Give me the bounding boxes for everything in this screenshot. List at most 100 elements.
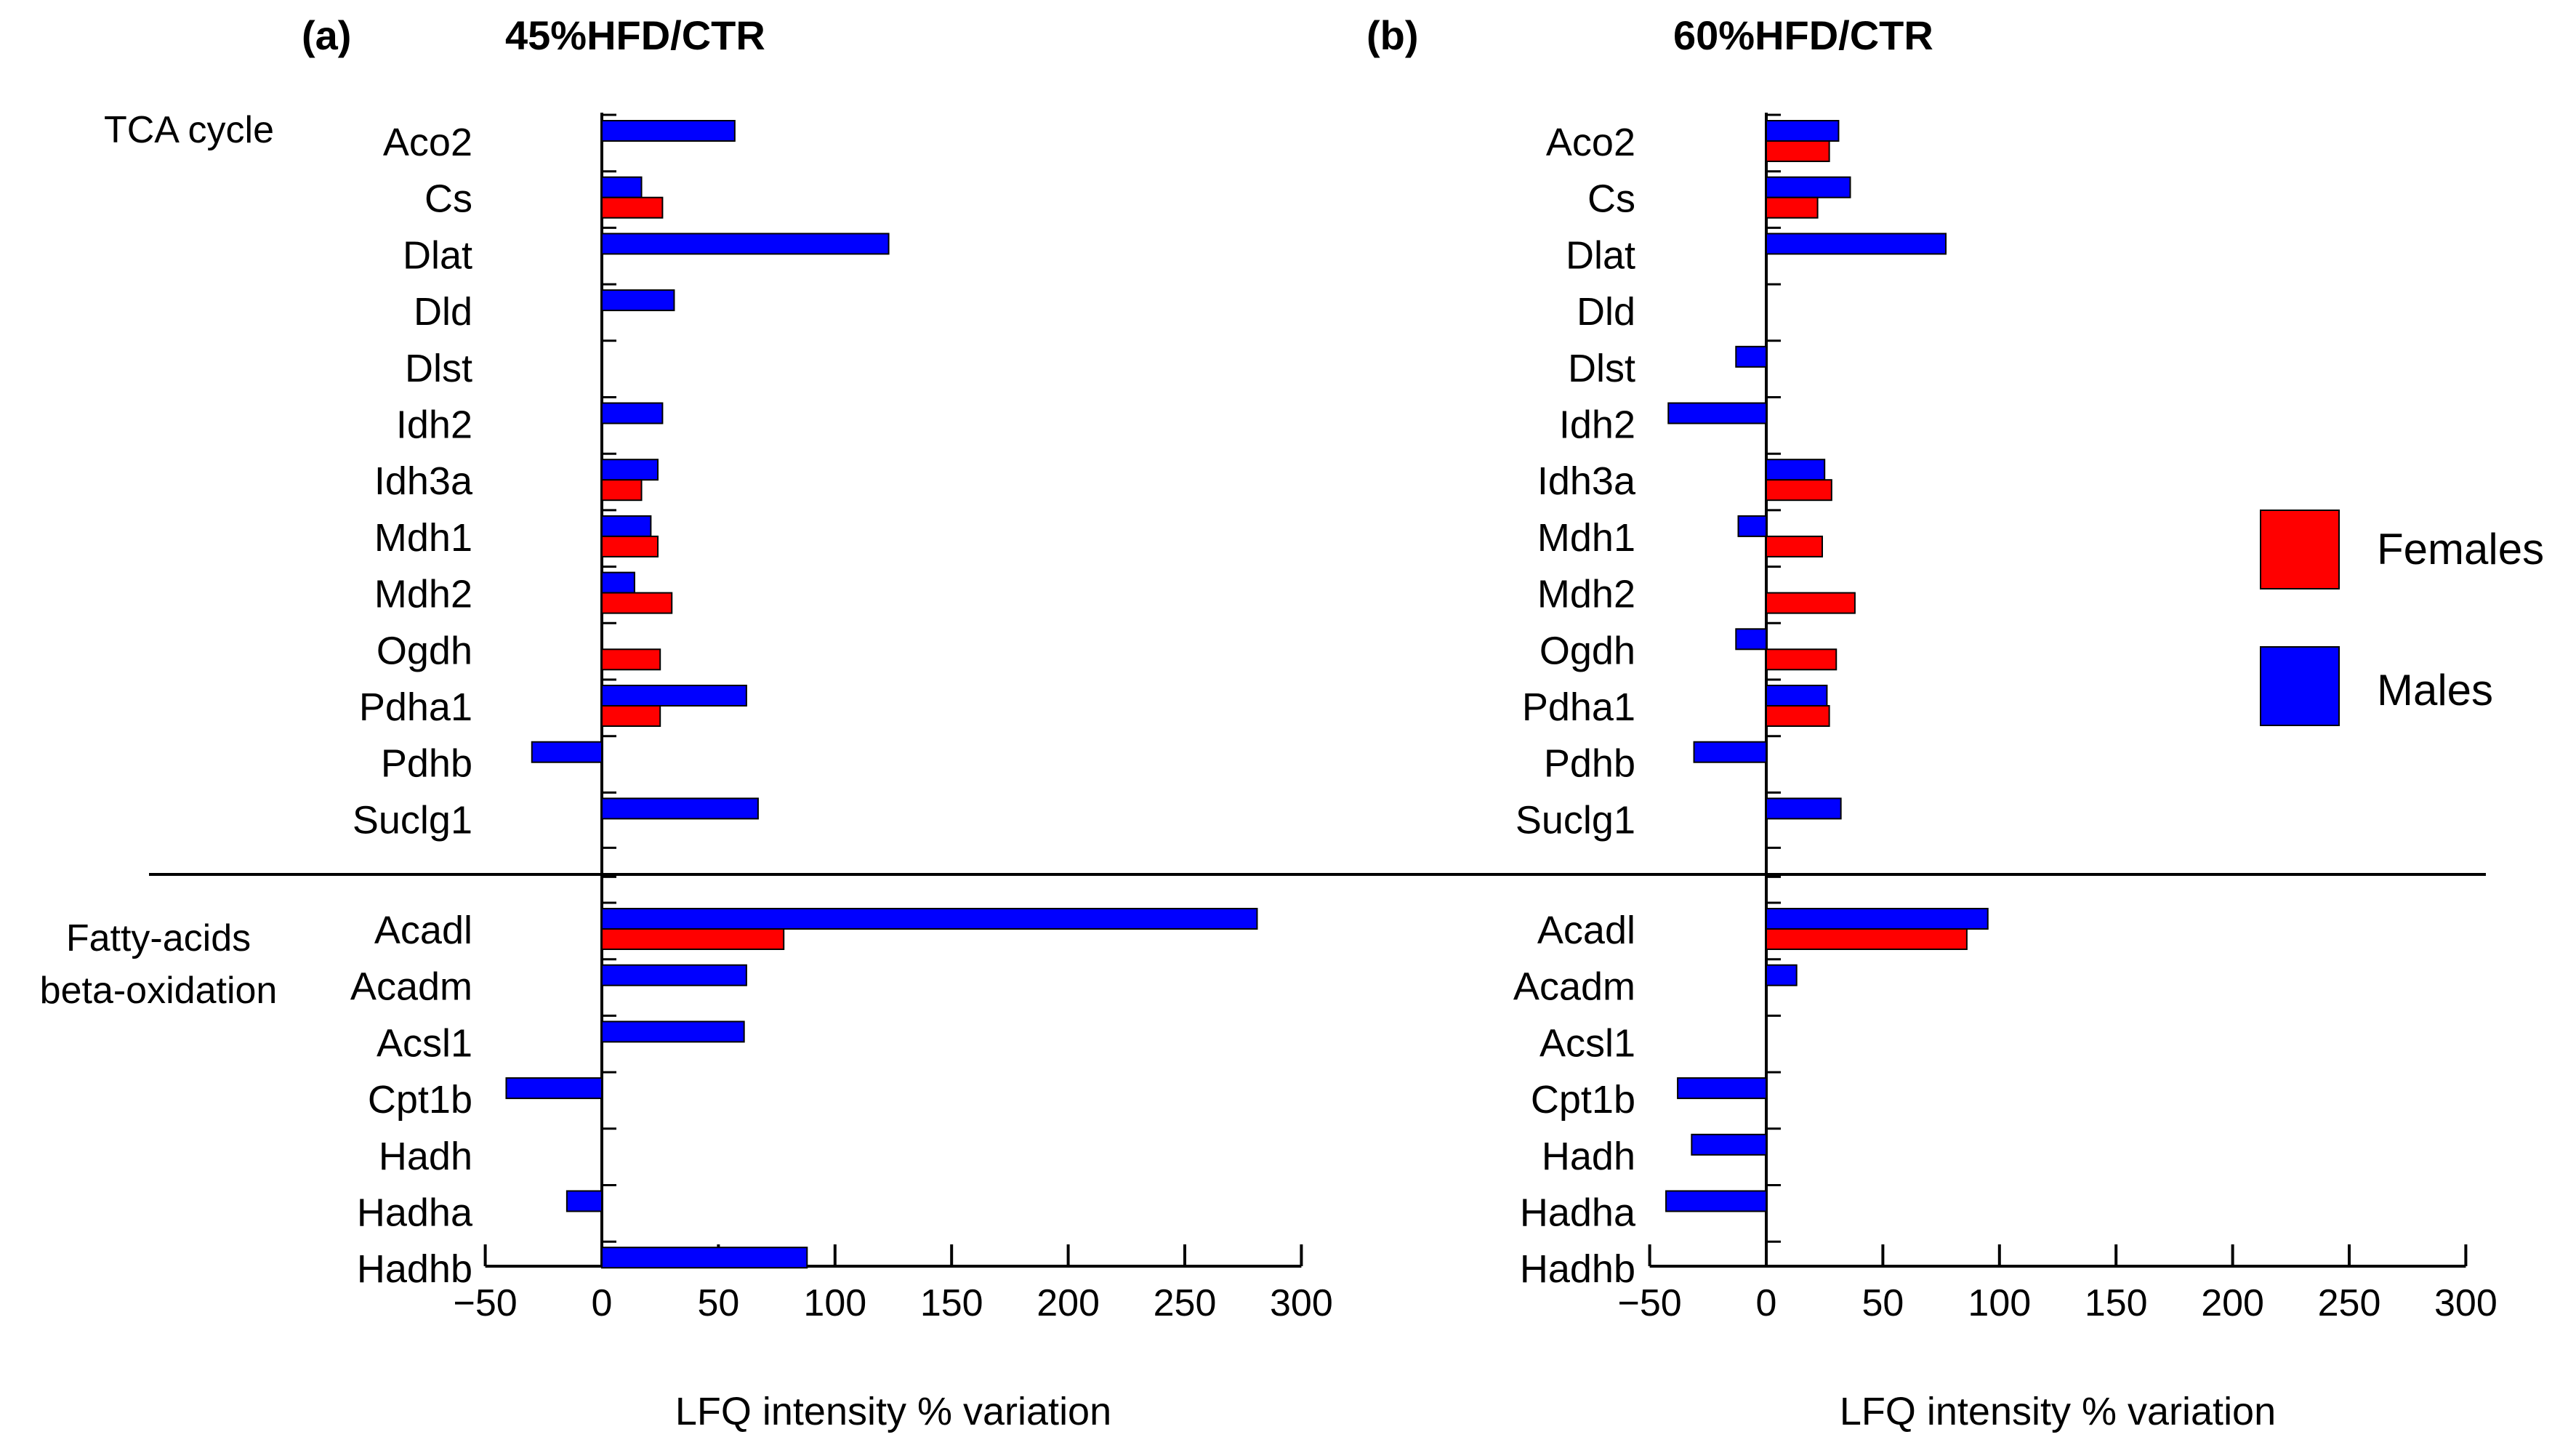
panel-a-bar-males-cs — [601, 176, 643, 198]
panel-b-category-label: Ogdh — [1539, 629, 1635, 672]
panel-a-category-label: Hadh — [379, 1135, 472, 1178]
panel-b-category-label: Cs — [1587, 177, 1635, 221]
panel-b-bar-males-acadm — [1766, 964, 1798, 986]
panel-a-title: 45%HFD/CTR — [505, 12, 765, 58]
panel-a-bar-males-acadl — [601, 908, 1258, 930]
panel-a-x-tick-label: 100 — [803, 1282, 866, 1324]
panel-b-category-label: Acsl1 — [1539, 1021, 1635, 1065]
panel-b-bar-males-pdha1 — [1766, 685, 1828, 707]
panel-b-title: 60%HFD/CTR — [1673, 12, 1933, 58]
legend-label-males: Males — [2377, 666, 2493, 715]
panel-a-bar-females-mdh2 — [601, 592, 673, 614]
panel-b-bar-males-idh3a — [1766, 459, 1826, 481]
panel-a-category-label: Acadm — [350, 965, 472, 1009]
panel-a-category-label: Pdhb — [381, 742, 472, 786]
panel-b-category-label: Mdh2 — [1537, 573, 1635, 616]
group-label-fatty-acids-line2: beta-oxidation — [40, 970, 278, 1012]
panel-a-bar-males-acsl1 — [601, 1021, 745, 1043]
panel-b-bar-males-cpt1b — [1677, 1077, 1767, 1100]
panel-b-category-label: Idh3a — [1537, 459, 1636, 503]
panel-a-category-label: Hadhb — [357, 1247, 472, 1291]
panel-b-bar-males-mdh1 — [1737, 515, 1767, 537]
panel-a-bar-males-acadm — [601, 964, 747, 986]
panel-a-x-tick-label: 150 — [920, 1282, 983, 1324]
panel-b-category-label: Pdha1 — [1522, 685, 1635, 729]
panel-b-category-label: Hadhb — [1520, 1247, 1635, 1291]
panel-a-category-label: Idh2 — [396, 403, 472, 447]
legend-swatch-females — [2260, 510, 2340, 589]
panel-a-bar-males-pdha1 — [601, 685, 747, 707]
panel-a-category-label: Dld — [414, 290, 472, 334]
panel-b-x-tick-label: 100 — [1968, 1282, 2031, 1324]
panel-a-category-label: Aco2 — [383, 121, 472, 164]
panel-b-category-label: Hadh — [1542, 1135, 1635, 1178]
panel-b-bar-males-acadl — [1766, 908, 1989, 930]
panel-b-category-label: Dlst — [1568, 347, 1635, 390]
panel-b-category-label: Idh2 — [1559, 403, 1635, 447]
panel-a-chart: −50 0 50 100 150 200 250 300 LFQ intensity % var… — [350, 113, 1333, 1433]
panel-b-category-label: Dlat — [1566, 233, 1635, 277]
panel-a-x-tick-label: 300 — [1270, 1282, 1333, 1324]
panel-b-category-label: Acadl — [1537, 909, 1635, 952]
panel-a-bar-females-acadl — [601, 928, 785, 950]
legend-label-females: Females — [2377, 525, 2544, 573]
panel-b-x-tick-label: 300 — [2434, 1282, 2497, 1324]
panel-a-category-label: Cpt1b — [368, 1078, 472, 1122]
panel-a-category-label: Ogdh — [377, 629, 472, 672]
panel-b-x-label: LFQ intensity % variation — [1840, 1390, 2276, 1433]
panel-b-bar-females-aco2 — [1766, 140, 1830, 162]
panel-b-bar-males-pdhb — [1693, 741, 1767, 763]
panel-b-x-tick-label: 50 — [1861, 1282, 1904, 1324]
panel-a-bar-females-mdh1 — [601, 535, 659, 558]
panel-b-bar-males-idh2 — [1667, 402, 1767, 424]
panel-a-category-label: Suclg1 — [353, 798, 472, 842]
panel-b-category-label: Pdhb — [1544, 742, 1635, 786]
panel-b-bar-females-ogdh — [1766, 648, 1838, 671]
panel-b-category-label: Hadha — [1520, 1191, 1636, 1235]
panel-a-x-tick-label: 0 — [592, 1282, 613, 1324]
panel-b-chart: −50 0 50 100 150 200 250 300 LFQ intensity % var… — [1513, 113, 2497, 1433]
panel-b-x-tick-label: 0 — [1756, 1282, 1777, 1324]
group-label-fatty-acids-line1: Fatty-acids — [66, 917, 251, 959]
panel-b-category-label: Aco2 — [1546, 121, 1635, 164]
group-label-tca: TCA cycle — [104, 109, 274, 151]
panel-a-bar-males-dlat — [601, 233, 890, 255]
panel-a-category-label: Acadl — [374, 909, 472, 952]
panel-b-x-tick-label: 150 — [2085, 1282, 2148, 1324]
panel-a-category-label: Cs — [424, 177, 472, 221]
panel-b-bar-males-dlat — [1766, 233, 1947, 255]
panel-b-bar-males-hadh — [1691, 1133, 1767, 1156]
legend: Females Males — [2260, 510, 2544, 726]
panel-b-bar-females-cs — [1766, 196, 1819, 219]
panel-b-x-tick-label: 200 — [2201, 1282, 2264, 1324]
panel-b-bar-males-dlst — [1735, 345, 1767, 368]
panel-a-bar-males-idh3a — [601, 459, 659, 481]
panel-b-bar-males-cs — [1766, 176, 1851, 198]
panel-a-bar-males-cpt1b — [505, 1077, 603, 1100]
panel-b-bar-males-suclg1 — [1766, 797, 1842, 820]
panel-a-letter: (a) — [302, 12, 351, 58]
panel-b-bar-males-hadha — [1665, 1190, 1767, 1212]
panel-b-category-label: Dld — [1577, 290, 1635, 334]
panel-b-bar-females-pdha1 — [1766, 705, 1830, 727]
panel-a-x-tick-label: 50 — [697, 1282, 739, 1324]
panel-a-bar-males-aco2 — [601, 120, 736, 142]
panel-b-category-label: Suclg1 — [1516, 798, 1635, 842]
panel-a-category-label: Dlst — [405, 347, 472, 390]
panel-b-category-label: Mdh1 — [1537, 516, 1635, 560]
panel-b-x-tick-label: 250 — [2318, 1282, 2381, 1324]
panel-b-bar-males-ogdh — [1735, 628, 1767, 651]
panel-a-category-label: Dlat — [403, 233, 472, 277]
panel-a-bar-males-mdh1 — [601, 515, 652, 537]
panel-b-x-tick-label: −50 — [1617, 1282, 1681, 1324]
panel-b-bar-males-aco2 — [1766, 120, 1840, 142]
panel-a-category-label: Idh3a — [374, 459, 473, 503]
panel-b-bar-females-mdh2 — [1766, 592, 1856, 614]
panel-a-category-label: Hadha — [357, 1191, 473, 1235]
panel-a-x-label: LFQ intensity % variation — [675, 1390, 1111, 1433]
panel-b-bar-females-mdh1 — [1766, 535, 1823, 558]
panel-a-bar-males-suclg1 — [601, 797, 759, 820]
panel-a-category-label: Mdh1 — [374, 516, 472, 560]
